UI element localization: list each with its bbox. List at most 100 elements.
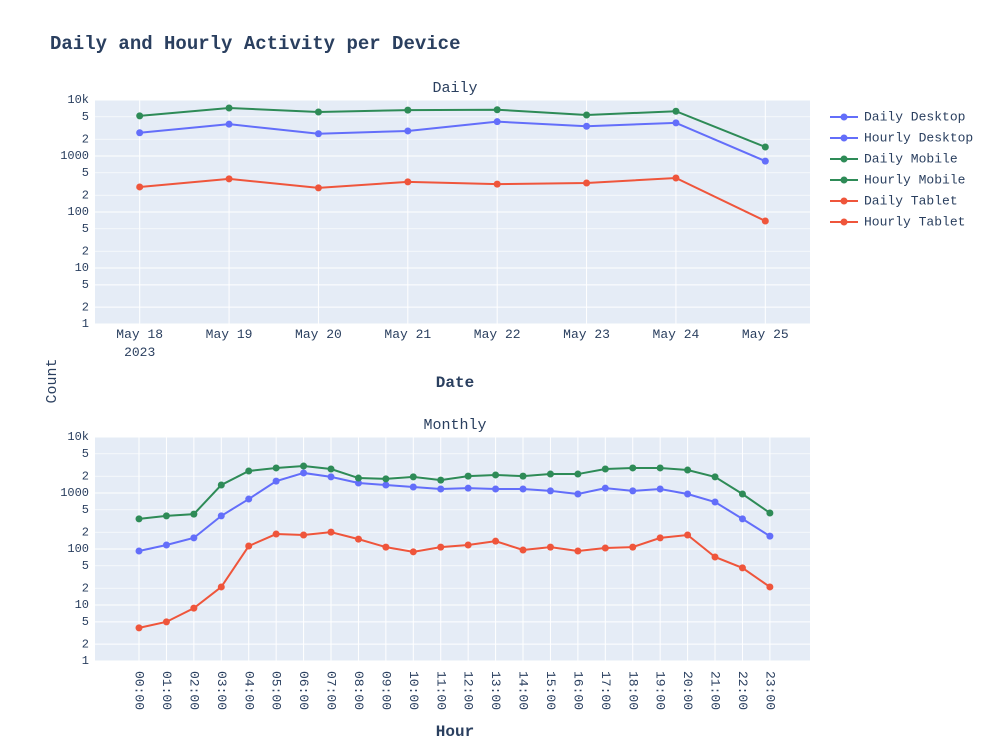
data-point <box>136 183 144 191</box>
y-tick-label: 1 <box>82 317 89 331</box>
x-tick-label-line: May 20 <box>295 327 342 342</box>
x-tick-label: May 23 <box>563 327 610 342</box>
data-point <box>574 547 582 555</box>
data-point <box>766 583 774 591</box>
data-point <box>656 464 664 472</box>
data-point <box>162 618 170 626</box>
data-point <box>493 180 501 188</box>
x-tick-label: 18:00 <box>625 671 640 710</box>
data-point <box>272 530 280 538</box>
x-tick-label: 16:00 <box>570 671 585 710</box>
y-tick-label: 2 <box>82 525 89 539</box>
data-point <box>492 471 500 479</box>
x-tick-label: 23:00 <box>762 671 777 710</box>
x-tick-label: 00:00 <box>132 671 147 710</box>
x-tick-label: May 20 <box>295 327 342 342</box>
x-tick-label: 01:00 <box>159 671 174 710</box>
y-axis-label: Count <box>44 358 61 403</box>
legend-label: Daily Tablet <box>864 193 958 208</box>
data-point <box>300 531 308 539</box>
series-line <box>138 465 771 520</box>
data-point <box>217 583 225 591</box>
data-point <box>546 543 554 551</box>
data-point <box>217 481 225 489</box>
y-tick-label: 5 <box>82 278 89 292</box>
data-point <box>519 472 527 480</box>
y-tick-label: 5 <box>82 447 89 461</box>
x-tick-label: 21:00 <box>708 671 723 710</box>
data-point <box>546 470 554 478</box>
data-point <box>583 122 591 130</box>
x-tick-label: 02:00 <box>186 671 201 710</box>
data-point <box>601 465 609 473</box>
x-tick-label-line: May 19 <box>206 327 253 342</box>
x-tick-label: 12:00 <box>461 671 476 710</box>
x-tick-label-line: May 21 <box>384 327 431 342</box>
y-tick-label: 2 <box>82 132 89 146</box>
data-point <box>327 465 335 473</box>
data-point <box>684 490 692 498</box>
x-tick-label: 04:00 <box>241 671 256 710</box>
data-point <box>519 546 527 554</box>
x-axis-label: Hour <box>436 723 474 741</box>
legend-swatch <box>840 155 848 163</box>
y-tick-label: 2 <box>82 469 89 483</box>
legend-swatch <box>840 176 848 184</box>
data-point <box>437 476 445 484</box>
data-point <box>225 104 233 112</box>
data-point <box>162 541 170 549</box>
data-point <box>382 543 390 551</box>
data-point <box>135 547 143 555</box>
data-point <box>136 129 144 137</box>
data-point <box>217 512 225 520</box>
data-point <box>684 466 692 474</box>
data-point <box>738 564 746 572</box>
data-point <box>574 470 582 478</box>
x-tick-label-line: May 24 <box>653 327 700 342</box>
legend-label: Daily Mobile <box>864 151 958 166</box>
y-tick-label: 2 <box>82 188 89 202</box>
x-tick-label: 14:00 <box>516 671 531 710</box>
y-tick-label: 2 <box>82 244 89 258</box>
data-point <box>136 112 144 120</box>
data-point <box>314 108 322 116</box>
data-point <box>711 473 719 481</box>
y-tick-label: 5 <box>82 222 89 236</box>
data-point <box>225 120 233 128</box>
y-tick-label: 10 <box>75 261 89 275</box>
x-tick-label-line: May 18 <box>116 327 163 342</box>
data-point <box>314 130 322 138</box>
x-tick-label: 15:00 <box>543 671 558 710</box>
data-point <box>245 542 253 550</box>
y-tick-label: 2 <box>82 300 89 314</box>
legend-label: Hourly Tablet <box>864 214 965 229</box>
x-axis-label: Date <box>436 374 474 392</box>
x-tick-label: May 21 <box>384 327 431 342</box>
x-tick-label-line: May 23 <box>563 327 610 342</box>
data-point <box>135 515 143 523</box>
data-point <box>382 481 390 489</box>
legend-label: Hourly Desktop <box>864 130 973 145</box>
legend-swatch <box>840 218 848 226</box>
legend-label: Daily Desktop <box>864 109 965 124</box>
data-point <box>245 467 253 475</box>
x-tick-label-line: 2023 <box>124 345 155 360</box>
data-point <box>656 485 664 493</box>
series-line <box>138 471 771 553</box>
y-tick-label: 2 <box>82 637 89 651</box>
data-point <box>711 498 719 506</box>
data-point <box>409 548 417 556</box>
x-tick-label-line: May 25 <box>742 327 789 342</box>
x-tick-label: 11:00 <box>433 671 448 710</box>
data-point <box>766 532 774 540</box>
y-tick-label: 5 <box>82 615 89 629</box>
data-point <box>583 179 591 187</box>
data-point <box>190 534 198 542</box>
data-point <box>492 485 500 493</box>
data-point <box>583 111 591 119</box>
y-tick-label: 5 <box>82 166 89 180</box>
x-tick-label: 05:00 <box>269 671 284 710</box>
x-tick-label: 17:00 <box>598 671 613 710</box>
data-point <box>629 464 637 472</box>
